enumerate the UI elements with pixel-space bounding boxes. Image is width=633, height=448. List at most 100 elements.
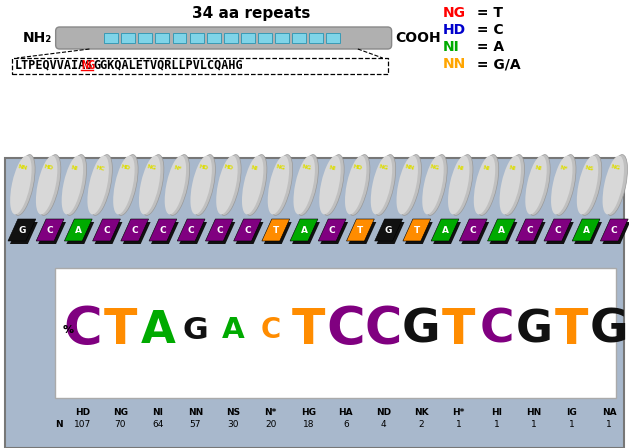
Text: G: G xyxy=(590,307,629,353)
Text: 70: 70 xyxy=(115,420,126,429)
Ellipse shape xyxy=(345,155,367,215)
Polygon shape xyxy=(546,222,573,244)
Ellipse shape xyxy=(116,155,138,215)
Polygon shape xyxy=(518,222,546,244)
Text: G: G xyxy=(182,315,208,345)
Polygon shape xyxy=(544,219,572,241)
Bar xyxy=(122,33,135,43)
Text: NN: NN xyxy=(404,164,415,172)
Text: = A: = A xyxy=(472,40,505,54)
Polygon shape xyxy=(377,222,404,244)
Ellipse shape xyxy=(373,155,396,215)
Polygon shape xyxy=(603,222,630,244)
Bar xyxy=(173,33,187,43)
Ellipse shape xyxy=(422,155,444,215)
Ellipse shape xyxy=(476,155,499,215)
Polygon shape xyxy=(318,219,346,241)
Text: NG: NG xyxy=(146,164,157,172)
Text: NG: NG xyxy=(442,6,465,20)
Polygon shape xyxy=(177,219,205,241)
Text: T: T xyxy=(103,306,137,354)
Bar xyxy=(5,158,624,448)
Text: = C: = C xyxy=(472,23,504,37)
Text: NI: NI xyxy=(482,165,491,171)
Ellipse shape xyxy=(605,155,627,215)
Ellipse shape xyxy=(36,155,58,215)
Text: G: G xyxy=(515,309,553,352)
Text: T: T xyxy=(442,306,475,354)
Bar xyxy=(241,33,254,43)
Ellipse shape xyxy=(165,155,186,215)
Text: C: C xyxy=(103,225,110,234)
Text: H*: H* xyxy=(453,408,465,417)
Polygon shape xyxy=(346,219,374,241)
Text: NI: NI xyxy=(508,165,516,171)
Text: G: G xyxy=(18,225,25,234)
Text: NG: NG xyxy=(430,164,440,172)
Ellipse shape xyxy=(502,155,525,215)
Text: 4: 4 xyxy=(380,420,386,429)
Ellipse shape xyxy=(296,155,318,215)
Text: A: A xyxy=(582,225,589,234)
Polygon shape xyxy=(516,219,544,241)
Text: C: C xyxy=(365,305,402,355)
Ellipse shape xyxy=(425,155,447,215)
Text: C: C xyxy=(526,225,533,234)
Bar xyxy=(156,33,170,43)
Ellipse shape xyxy=(579,155,602,215)
Text: A: A xyxy=(498,225,505,234)
Ellipse shape xyxy=(90,155,113,215)
Bar xyxy=(258,33,272,43)
Text: C: C xyxy=(188,225,194,234)
Ellipse shape xyxy=(193,155,215,215)
Polygon shape xyxy=(10,222,38,244)
Text: NG: NG xyxy=(301,164,311,172)
Text: G: G xyxy=(385,225,392,234)
Ellipse shape xyxy=(319,155,341,215)
Text: C: C xyxy=(470,225,477,234)
Text: NG: NG xyxy=(379,164,389,172)
Polygon shape xyxy=(403,219,430,241)
Text: NG: NG xyxy=(81,59,96,72)
Ellipse shape xyxy=(244,155,267,215)
Text: T: T xyxy=(357,225,363,234)
Text: GGKQALETVQRLLPVLCQAHG: GGKQALETVQRLLPVLCQAHG xyxy=(93,59,242,72)
Text: 2: 2 xyxy=(418,420,424,429)
Text: HD: HD xyxy=(44,164,54,172)
Text: 64: 64 xyxy=(152,420,163,429)
Text: N*: N* xyxy=(265,408,277,417)
Polygon shape xyxy=(235,222,263,244)
Text: %: % xyxy=(63,325,74,335)
Text: HD: HD xyxy=(353,164,363,172)
Text: 57: 57 xyxy=(190,420,201,429)
Text: NI: NI xyxy=(153,408,163,417)
Ellipse shape xyxy=(399,155,422,215)
Polygon shape xyxy=(206,219,233,241)
Polygon shape xyxy=(320,222,348,244)
Bar xyxy=(275,33,289,43)
Text: HD: HD xyxy=(75,408,90,417)
Text: C: C xyxy=(327,304,365,356)
Polygon shape xyxy=(65,219,92,241)
Polygon shape xyxy=(461,222,489,244)
Polygon shape xyxy=(149,219,177,241)
Bar xyxy=(206,33,220,43)
Text: HA: HA xyxy=(339,408,353,417)
Ellipse shape xyxy=(451,155,473,215)
Ellipse shape xyxy=(371,155,392,215)
Text: NI: NI xyxy=(442,40,459,54)
Text: 1: 1 xyxy=(569,420,575,429)
Text: NI: NI xyxy=(251,165,259,171)
Text: N: N xyxy=(54,420,62,429)
Text: = T: = T xyxy=(472,6,503,20)
Polygon shape xyxy=(600,219,628,241)
Ellipse shape xyxy=(39,155,61,215)
Ellipse shape xyxy=(61,155,83,215)
Text: C: C xyxy=(261,316,281,344)
Polygon shape xyxy=(36,219,64,241)
Text: NN: NN xyxy=(442,57,465,71)
Polygon shape xyxy=(487,219,515,241)
Ellipse shape xyxy=(294,155,315,215)
Polygon shape xyxy=(489,222,517,244)
Text: HD: HD xyxy=(442,23,465,37)
